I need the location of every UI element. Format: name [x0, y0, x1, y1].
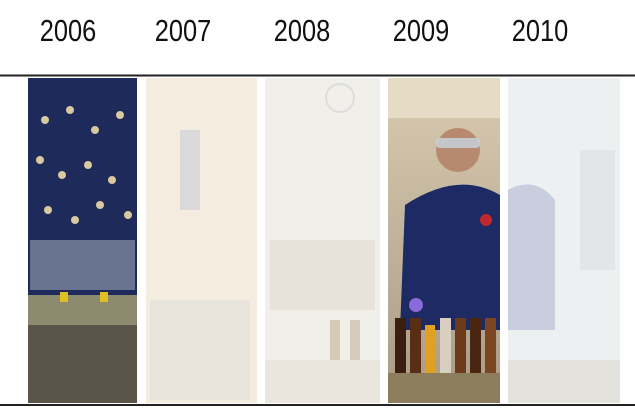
- year-label[interactable]: 2006: [40, 14, 97, 49]
- photo-2006[interactable]: [28, 78, 137, 403]
- year-label[interactable]: 2007: [155, 14, 212, 49]
- photo-2008[interactable]: [265, 78, 380, 403]
- year-label[interactable]: 2010: [512, 14, 569, 49]
- photo-2009[interactable]: [388, 78, 500, 403]
- year-label[interactable]: 2008: [274, 14, 331, 49]
- photo-2010[interactable]: [508, 78, 620, 403]
- photo-2007[interactable]: [146, 78, 257, 403]
- year-label[interactable]: 2009: [393, 14, 450, 49]
